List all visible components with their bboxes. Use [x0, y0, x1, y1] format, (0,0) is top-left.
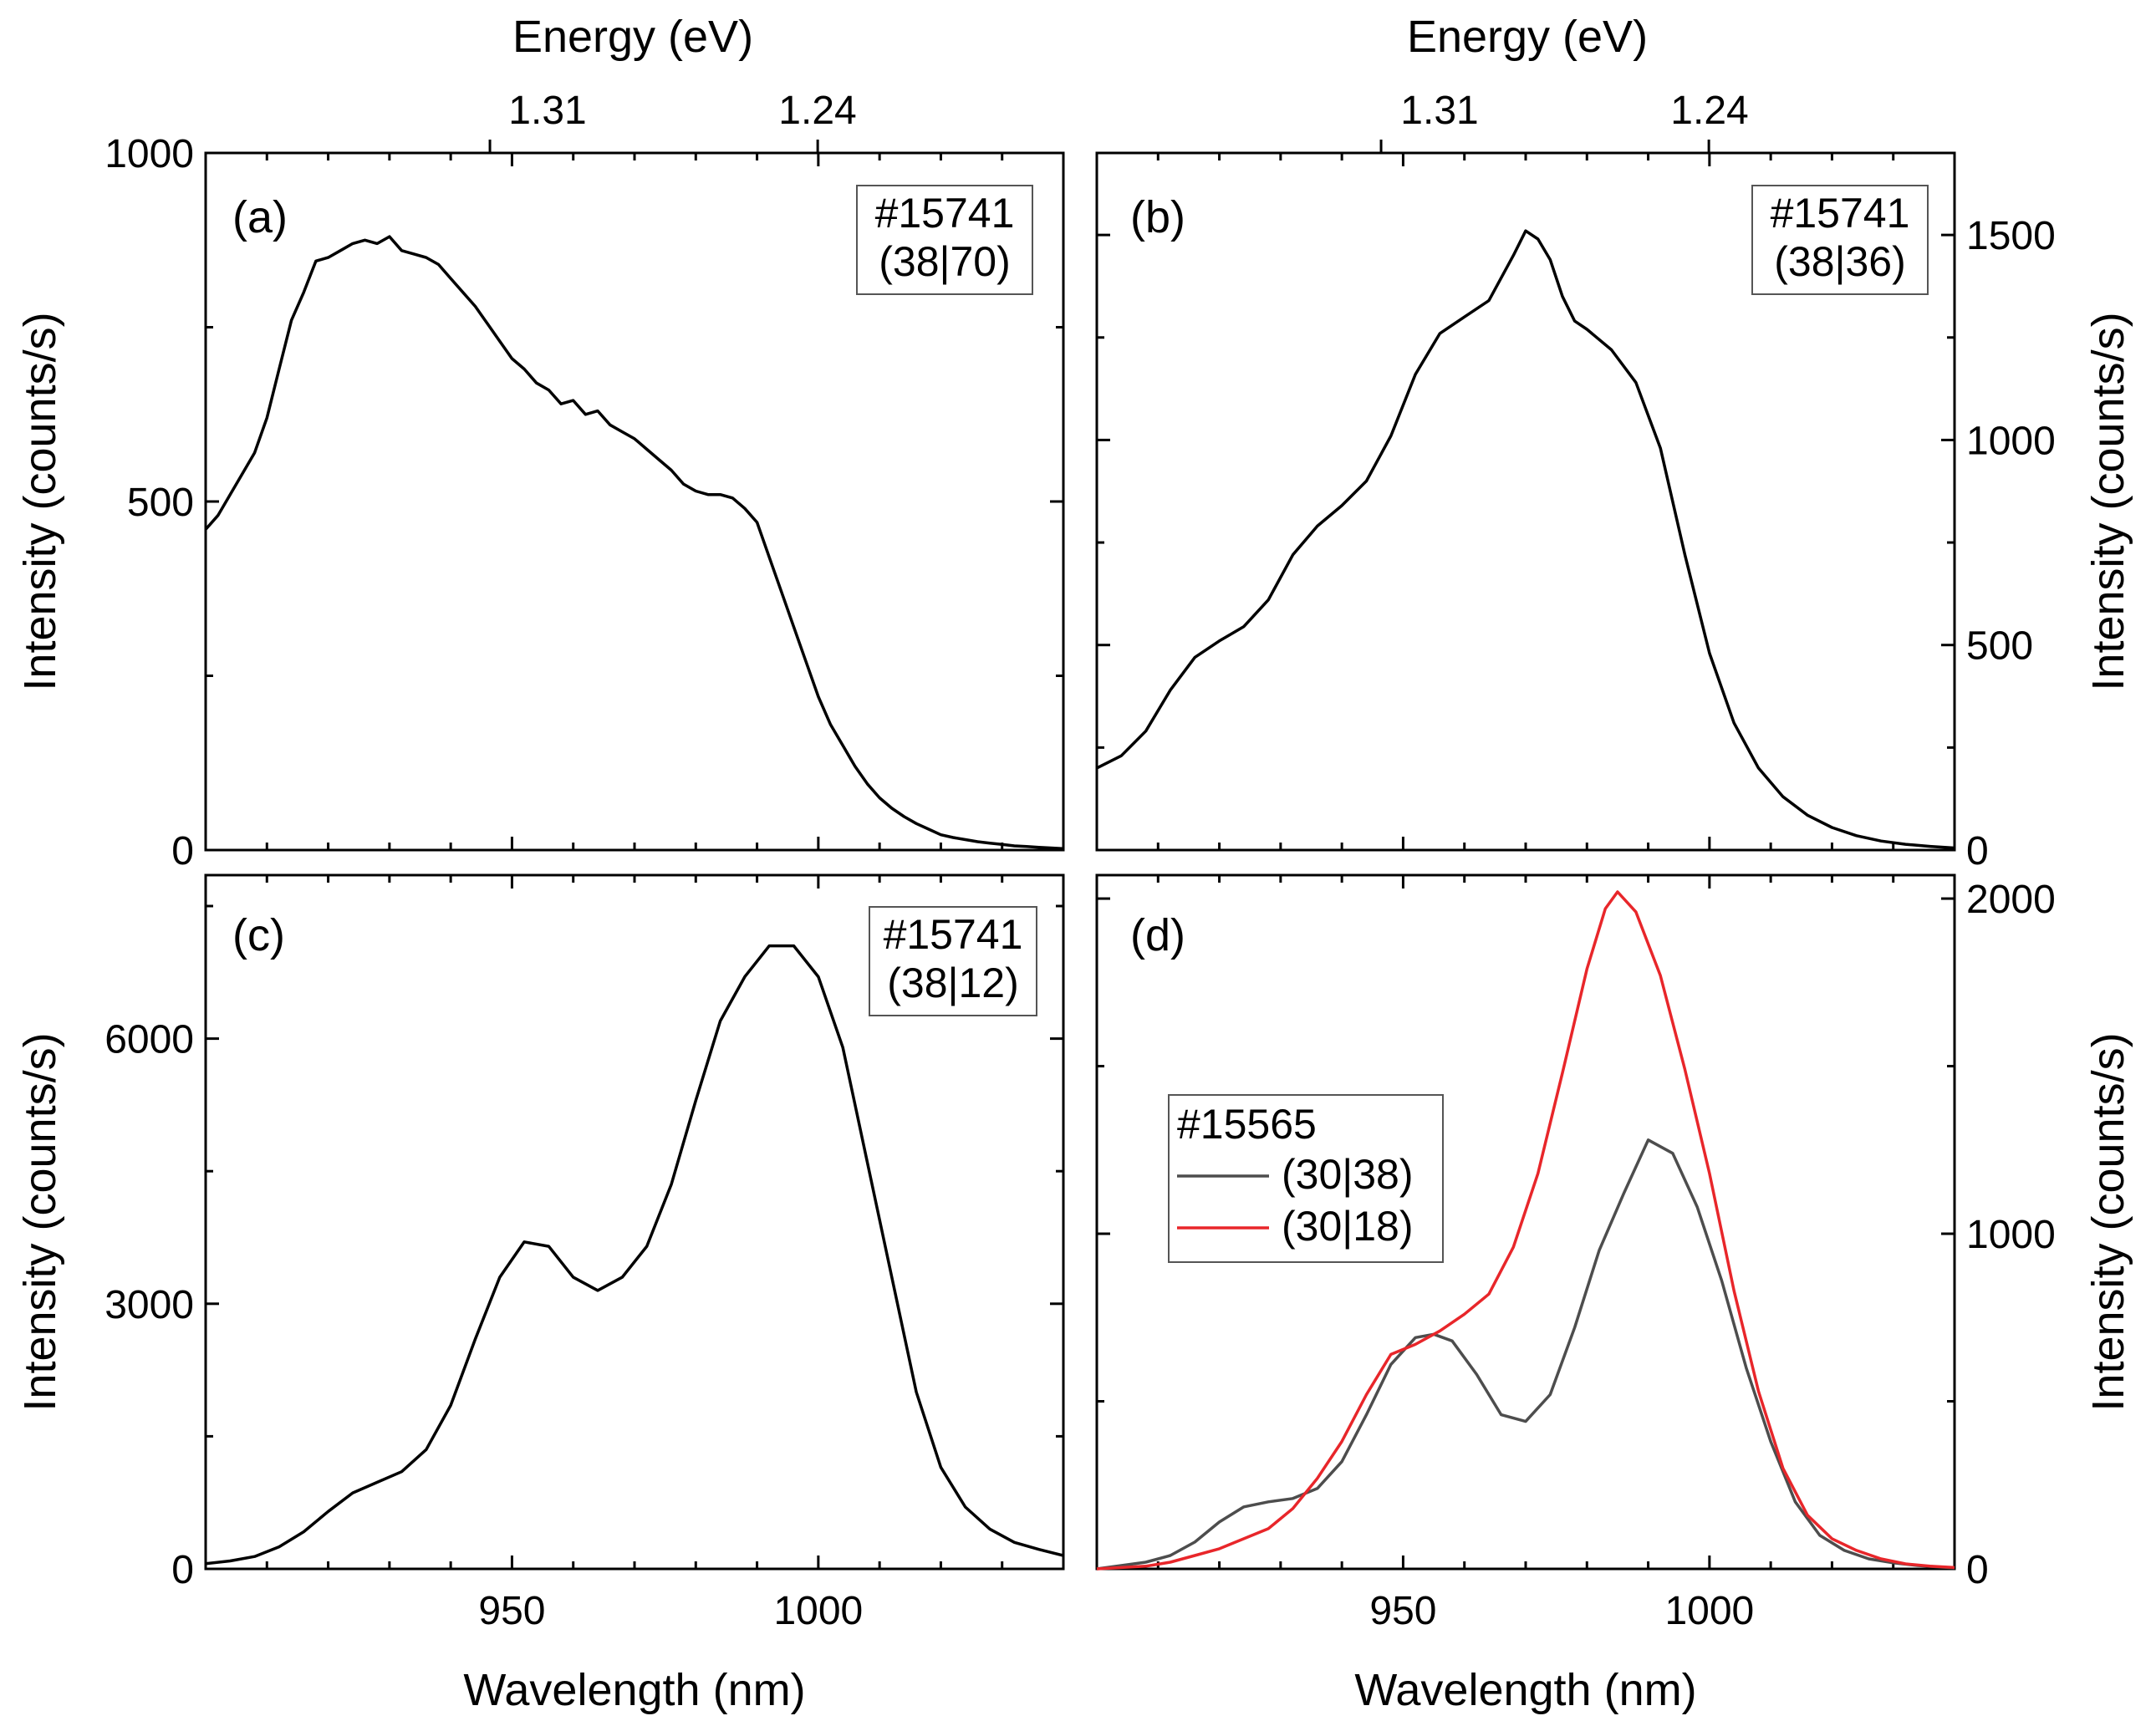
y-tick-label: 500 — [127, 481, 194, 525]
y-tick-label: 0 — [1966, 829, 1989, 873]
panel-label: (d) — [1130, 910, 1185, 960]
y-tick-label: 500 — [1966, 624, 2033, 669]
series-line-1 — [205, 944, 1064, 1566]
annotation-box — [1751, 185, 1929, 295]
y-tick-label: 2000 — [1966, 878, 2056, 922]
series-line-1 — [1096, 229, 1955, 850]
y-tick-label: 1000 — [1966, 1213, 2056, 1257]
x-tick-label: 1000 — [1664, 1589, 1754, 1633]
annotation-box — [856, 185, 1033, 295]
panel-d: 0 1000 2000 Intensity (counts/s) 950 1000 Wave… — [1095, 873, 2133, 1715]
y-axis-title: Intensity (counts/s) — [15, 312, 65, 690]
y-axis-title: Intensity (counts/s) — [2083, 1032, 2133, 1411]
annotation-line: (38|70) — [879, 238, 1011, 285]
y-tick-label: 3000 — [104, 1283, 194, 1327]
legend-box — [1168, 1094, 1444, 1263]
y-tick-label: 0 — [1966, 1548, 1989, 1592]
legend-entry: (30|38) — [1282, 1151, 1414, 1198]
series-line-2 — [1096, 890, 1955, 1571]
top-tick-label-right-1: 1.31 — [1400, 89, 1478, 133]
panel-b: 0 500 1000 1500 Intensity (counts/s) (b) #1574… — [1095, 140, 2133, 873]
annotation-box — [869, 906, 1037, 1016]
y-axis-title: Intensity (counts/s) — [2083, 312, 2133, 690]
series-line-1 — [204, 235, 1064, 851]
legend-entry: (30|18) — [1282, 1203, 1414, 1250]
y-axis-title: Intensity (counts/s) — [15, 1032, 65, 1411]
top-tick-label-left-1: 1.31 — [508, 89, 586, 133]
top-tick-label-left-2: 1.24 — [778, 89, 856, 133]
panel-label: (a) — [232, 192, 288, 242]
annotation-line: #15741 — [875, 190, 1015, 237]
y-tick-label: 1000 — [104, 132, 194, 176]
y-tick-label: 6000 — [104, 1018, 194, 1062]
annotation-line: #15741 — [1771, 190, 1910, 237]
annotation-line: (38|12) — [887, 960, 1019, 1006]
panel-a: 0 500 1000 Intensity (counts/s) (a) #15741(38… — [15, 132, 1065, 873]
panel-label: (c) — [232, 910, 285, 960]
x-tick-label: 950 — [478, 1589, 545, 1633]
top-tick-label-right-2: 1.24 — [1670, 89, 1748, 133]
panel-label: (b) — [1130, 192, 1185, 242]
top-axis-title-right: Energy (eV) — [1407, 12, 1648, 62]
y-tick-label: 0 — [171, 1548, 194, 1592]
y-tick-label: 1500 — [1966, 214, 2056, 258]
y-tick-label: 1000 — [1966, 419, 2056, 463]
x-tick-label: 1000 — [773, 1589, 863, 1633]
annotation-line: #15741 — [884, 911, 1023, 958]
top-axis-title-left: Energy (eV) — [512, 12, 753, 62]
annotation-line: (38|36) — [1774, 238, 1906, 285]
x-axis-title: Wavelength (nm) — [1354, 1665, 1696, 1715]
panel-c: 0 3000 6000 Intensity (counts/s) 950 1000 Wave… — [15, 873, 1065, 1715]
x-axis-title: Wavelength (nm) — [463, 1665, 805, 1715]
series-line-1 — [1096, 1138, 1955, 1571]
legend-title: #15565 — [1177, 1101, 1317, 1148]
x-tick-label: 950 — [1369, 1589, 1436, 1633]
y-tick-label: 0 — [171, 829, 194, 873]
